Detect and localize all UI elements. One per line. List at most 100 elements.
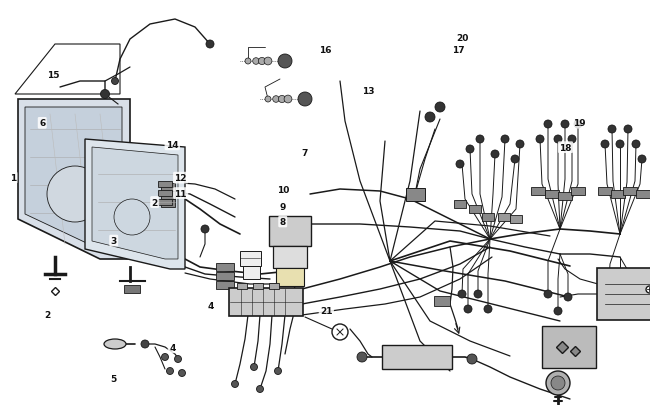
Circle shape [544, 290, 552, 298]
FancyBboxPatch shape [454, 200, 466, 209]
FancyBboxPatch shape [229, 288, 303, 316]
Circle shape [626, 290, 634, 298]
FancyBboxPatch shape [268, 283, 280, 290]
Text: 15: 15 [47, 70, 60, 79]
Text: 4: 4 [208, 301, 214, 310]
Polygon shape [18, 100, 130, 259]
Circle shape [511, 156, 519, 164]
Circle shape [574, 121, 582, 129]
Circle shape [624, 126, 632, 134]
Text: 4: 4 [169, 343, 176, 352]
Circle shape [259, 58, 266, 66]
Text: 17: 17 [452, 46, 465, 55]
FancyBboxPatch shape [242, 266, 259, 279]
FancyBboxPatch shape [510, 215, 523, 224]
Circle shape [551, 376, 565, 390]
Circle shape [265, 97, 271, 103]
FancyBboxPatch shape [273, 246, 307, 269]
Circle shape [112, 78, 118, 85]
Circle shape [601, 141, 609, 149]
Circle shape [466, 146, 474, 153]
Text: 11: 11 [174, 189, 187, 198]
Circle shape [638, 156, 646, 164]
FancyBboxPatch shape [216, 272, 234, 281]
Text: 19: 19 [573, 119, 586, 128]
FancyBboxPatch shape [498, 213, 510, 222]
Circle shape [425, 113, 435, 123]
Text: 8: 8 [280, 217, 286, 226]
Circle shape [484, 305, 492, 313]
Circle shape [332, 324, 348, 340]
Circle shape [604, 290, 612, 298]
Polygon shape [85, 140, 185, 269]
FancyBboxPatch shape [558, 192, 572, 201]
Circle shape [568, 136, 576, 144]
Text: 13: 13 [362, 87, 375, 96]
Circle shape [250, 364, 257, 371]
Circle shape [278, 55, 292, 69]
FancyBboxPatch shape [482, 213, 494, 222]
Text: 10: 10 [276, 185, 289, 194]
Circle shape [476, 136, 484, 144]
FancyBboxPatch shape [216, 263, 234, 272]
FancyBboxPatch shape [636, 190, 650, 199]
FancyBboxPatch shape [161, 184, 176, 191]
Circle shape [298, 93, 312, 107]
Circle shape [616, 141, 624, 149]
Text: 14: 14 [166, 141, 179, 149]
Circle shape [141, 340, 149, 348]
Circle shape [516, 141, 524, 149]
Circle shape [435, 103, 445, 113]
Text: 18: 18 [559, 143, 572, 152]
Circle shape [174, 356, 181, 362]
FancyBboxPatch shape [237, 283, 247, 290]
Text: 16: 16 [318, 46, 332, 55]
Circle shape [264, 58, 272, 66]
FancyBboxPatch shape [597, 269, 650, 320]
FancyBboxPatch shape [269, 216, 311, 246]
FancyBboxPatch shape [531, 187, 545, 196]
Circle shape [101, 90, 109, 99]
Text: 2: 2 [44, 311, 51, 320]
FancyBboxPatch shape [161, 192, 176, 199]
Circle shape [616, 305, 624, 313]
FancyBboxPatch shape [545, 190, 559, 199]
Circle shape [536, 136, 544, 144]
Circle shape [554, 307, 562, 315]
FancyBboxPatch shape [469, 205, 481, 214]
Polygon shape [92, 148, 178, 259]
FancyBboxPatch shape [406, 188, 424, 201]
Circle shape [257, 386, 263, 392]
Circle shape [632, 141, 640, 149]
FancyBboxPatch shape [216, 281, 234, 290]
Text: 1: 1 [10, 174, 16, 183]
Circle shape [206, 41, 214, 49]
Text: 9: 9 [280, 202, 286, 211]
FancyBboxPatch shape [611, 190, 625, 199]
Circle shape [554, 136, 562, 144]
Text: 6: 6 [39, 119, 46, 128]
Circle shape [491, 151, 499, 159]
Polygon shape [25, 108, 122, 247]
Circle shape [274, 368, 281, 375]
FancyBboxPatch shape [158, 199, 172, 206]
Circle shape [456, 161, 464, 168]
FancyBboxPatch shape [434, 296, 450, 307]
Circle shape [544, 121, 552, 129]
Circle shape [458, 290, 466, 298]
Circle shape [561, 121, 569, 129]
Circle shape [467, 354, 477, 364]
Text: 20: 20 [456, 34, 469, 43]
Circle shape [357, 352, 367, 362]
Ellipse shape [104, 339, 126, 349]
FancyBboxPatch shape [158, 190, 172, 197]
Circle shape [253, 59, 259, 65]
Text: 2: 2 [151, 198, 158, 207]
Circle shape [546, 371, 570, 395]
FancyBboxPatch shape [276, 269, 304, 286]
FancyBboxPatch shape [623, 187, 637, 196]
Text: 7: 7 [301, 149, 307, 158]
Circle shape [245, 59, 251, 65]
Circle shape [114, 200, 150, 235]
FancyBboxPatch shape [571, 187, 585, 196]
